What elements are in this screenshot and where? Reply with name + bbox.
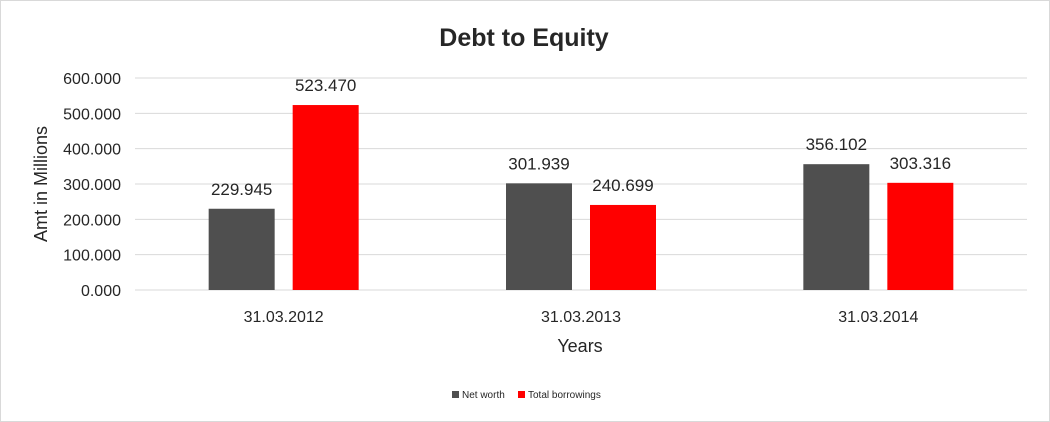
x-tick-label: 31.03.2014 [838,309,918,326]
legend-swatch [518,391,525,398]
gridlines [135,77,1027,291]
bar-total-borrowings [887,182,954,290]
y-tick-label: 0.000 [81,283,121,300]
chart-title: Debt to Equity [439,24,609,52]
data-label: 229.945 [211,180,272,199]
bar-total-borrowings [590,204,656,290]
bars [208,105,954,290]
y-tick-label: 500.000 [63,106,121,123]
data-label: 523.470 [295,76,356,95]
bar-net-worth [803,164,870,290]
data-label: 356.102 [806,135,867,154]
x-tick-label: 31.03.2013 [541,309,621,326]
legend-label: Total borrowings [528,390,601,401]
legend-swatch [452,391,459,398]
legend: Net worth Total borrowings [452,390,601,401]
x-tick-label: 31.03.2012 [244,309,324,326]
y-tick-label: 200.000 [63,212,121,229]
bar-net-worth [506,183,572,290]
data-label: 301.939 [508,154,569,173]
data-labels: 229.945 523.470 301.939 240.699 356.102 303.3… [211,76,951,199]
data-label: 240.699 [592,176,653,195]
y-tick-label: 400.000 [63,142,121,159]
y-axis-title: Amt in Millions [31,126,51,242]
y-tick-label: 100.000 [63,248,121,265]
y-axis-tick-labels: 0.000 100.000 200.000 300.000 400.000 500.000… [63,71,121,300]
x-axis-title: Years [557,336,602,356]
legend-item: Total borrowings [518,390,601,401]
legend-item: Net worth [452,390,505,401]
bar-total-borrowings [292,105,359,290]
x-axis-tick-labels: 31.03.2012 31.03.2013 31.03.2014 [244,309,919,326]
bar-net-worth [208,208,275,290]
y-tick-label: 600.000 [63,71,121,88]
y-tick-label: 300.000 [63,177,121,194]
legend-label: Net worth [462,390,505,401]
data-label: 303.316 [890,154,951,173]
